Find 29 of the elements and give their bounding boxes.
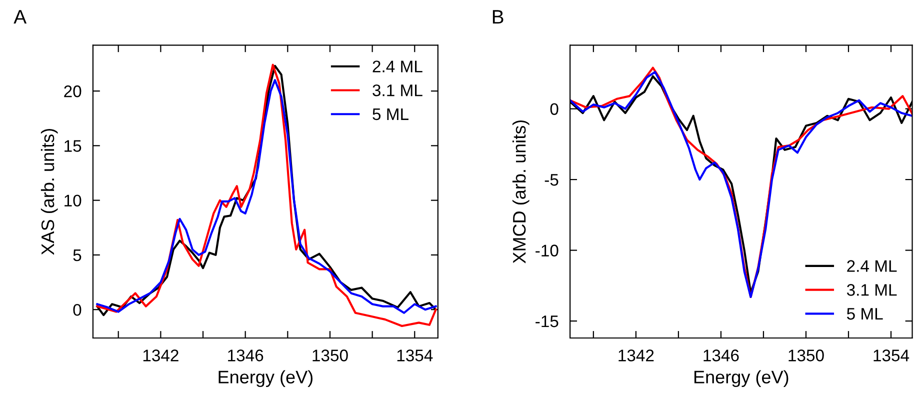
- x-tick-label: 1350: [788, 350, 824, 362]
- y-tick-label: -15: [536, 316, 558, 328]
- x-axis-title: Energy (eV): [218, 370, 312, 388]
- text: A: [14, 10, 27, 24]
- y-axis-title: XAS (arb. units): [40, 128, 58, 255]
- y-tick-label: 15: [64, 140, 82, 152]
- text: B: [492, 10, 504, 24]
- legend-label: 3.1 ML: [846, 284, 897, 296]
- x-tick-label: 1346: [228, 350, 264, 362]
- y-tick-label: 10: [64, 194, 82, 207]
- y-tick-label: 0: [550, 103, 558, 116]
- legend-label: 5 ML: [846, 308, 883, 320]
- x-tick-label: 1350: [312, 350, 348, 362]
- legend-label: 3.1 ML: [372, 84, 422, 96]
- y-tick-label: 5: [73, 250, 82, 262]
- y-tick-label: -10: [536, 244, 558, 256]
- x-tick-label: 1342: [143, 350, 178, 362]
- x-tick-label: 1342: [618, 350, 654, 362]
- y-tick-label: 0: [73, 304, 82, 316]
- legend-label: 2.4 ML: [372, 60, 422, 72]
- x-tick-label: 1346: [704, 350, 739, 362]
- y-tick-label: 20: [64, 85, 82, 98]
- legend-label: 5 ML: [372, 108, 408, 120]
- x-axis-title: Energy (eV): [694, 370, 788, 388]
- x-tick-label: 1354: [874, 350, 910, 362]
- legend-label: 2.4 ML: [847, 260, 897, 272]
- y-axis-title: XMCD (arb. units): [512, 120, 530, 264]
- x-tick-label: 1354: [397, 350, 433, 362]
- y-tick-label: -5: [544, 174, 558, 186]
